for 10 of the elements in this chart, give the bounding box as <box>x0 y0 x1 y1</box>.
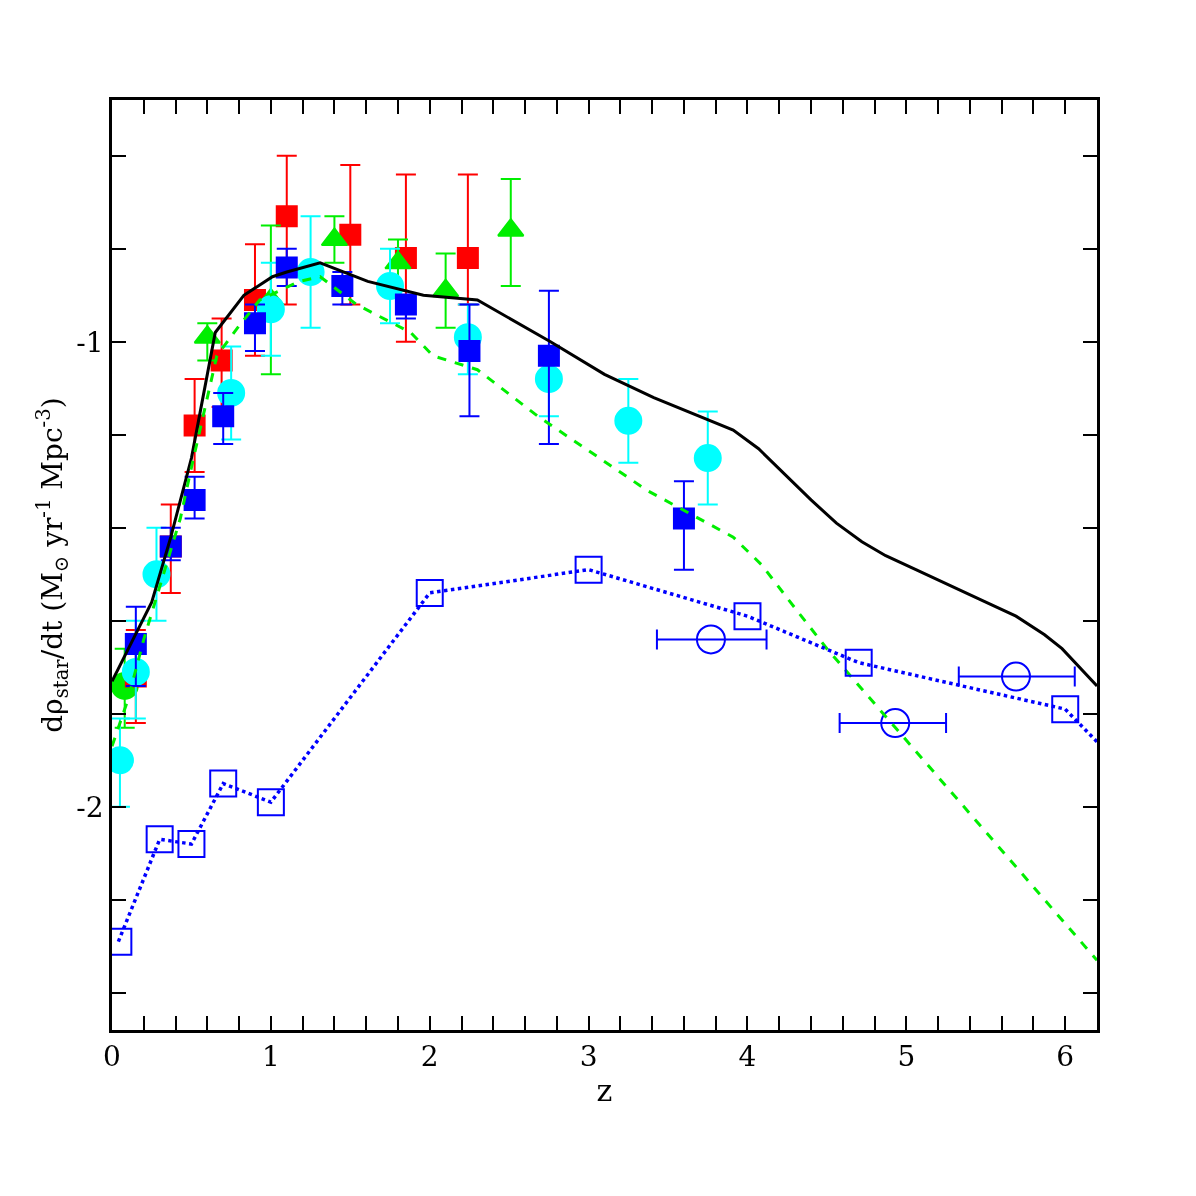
x-tick-label: 4 <box>738 1040 757 1074</box>
x-tick-label: 6 <box>1056 1040 1075 1074</box>
y-tick-label: -2 <box>76 790 104 824</box>
y-tick-label: -1 <box>76 325 104 359</box>
x-tick-label: 5 <box>897 1040 916 1074</box>
x-tick-label: 2 <box>420 1040 439 1074</box>
x-axis-title: z <box>596 1073 613 1109</box>
x-tick-label: 0 <box>103 1040 121 1074</box>
x-tick-label: 3 <box>579 1040 598 1074</box>
x-tick-label: 1 <box>261 1040 280 1074</box>
